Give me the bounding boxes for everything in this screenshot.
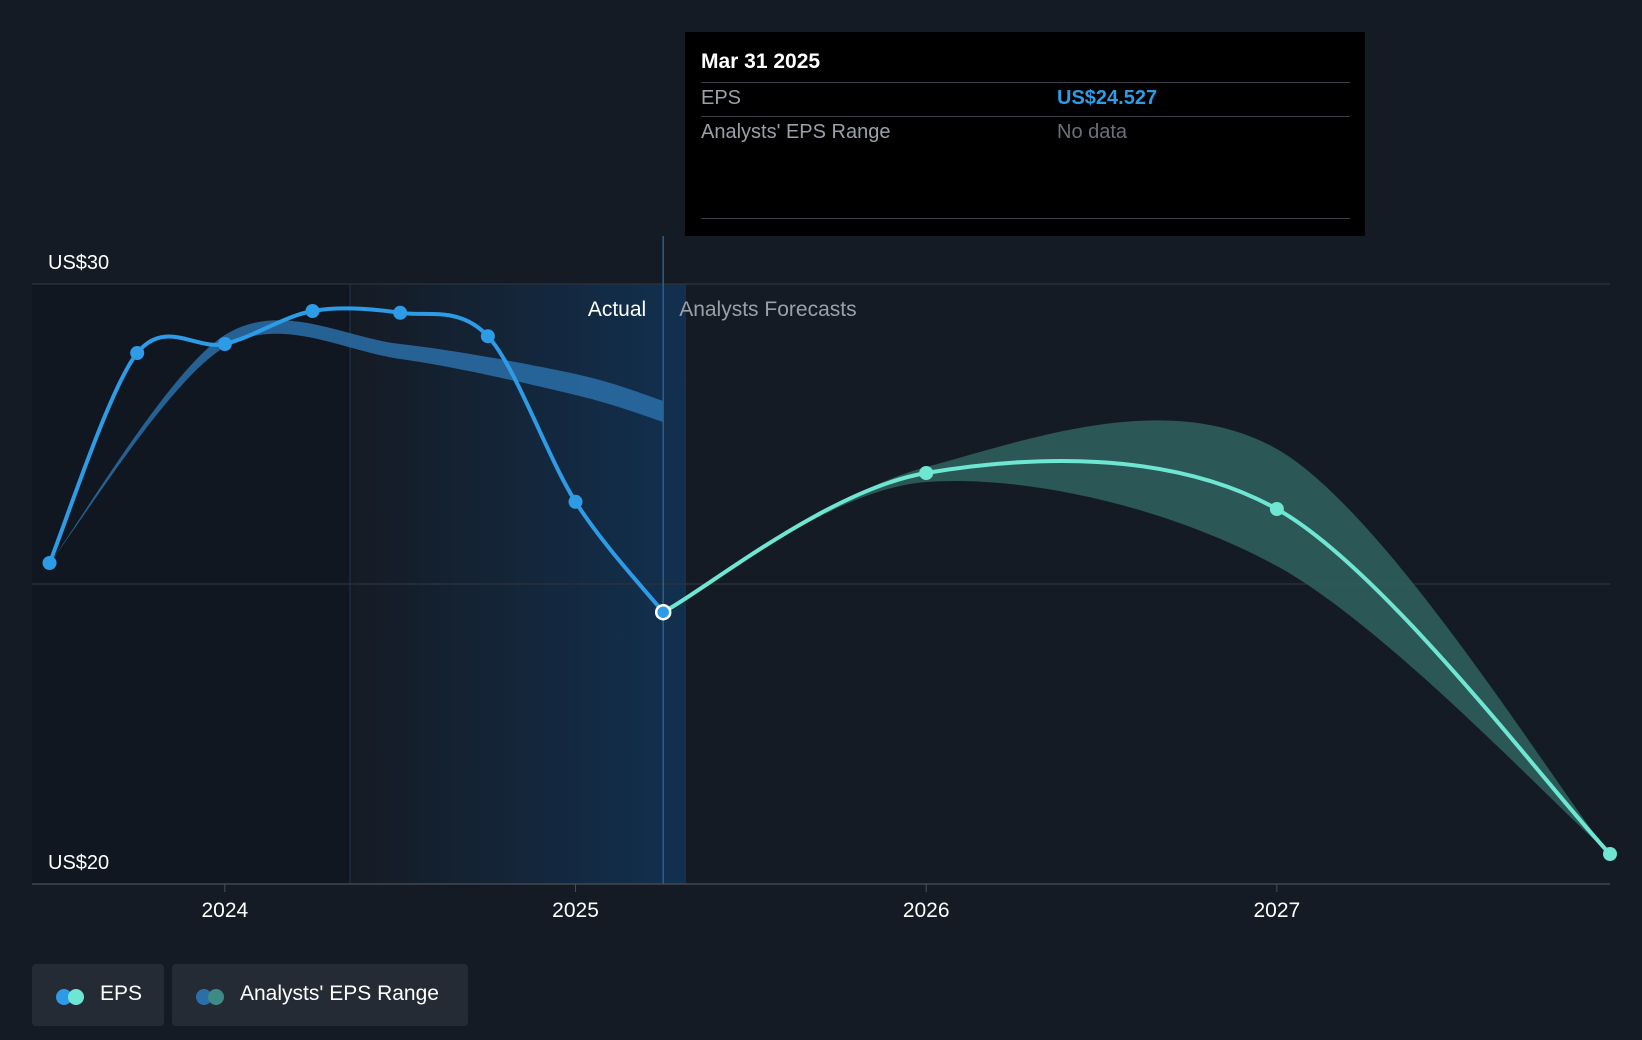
legend-range-button[interactable]: Analysts' EPS Range <box>172 964 468 1026</box>
y-axis-tick-label: US$20 <box>48 852 109 874</box>
range-forecast-dot-icon <box>208 989 224 1005</box>
eps-data-point <box>654 603 672 621</box>
eps-forecast-line <box>661 458 1612 856</box>
tooltip-range-label: Analysts' EPS Range <box>701 121 891 143</box>
eps-data-point <box>480 329 495 344</box>
tooltip-divider <box>701 116 1350 117</box>
eps-forecast-dot-icon <box>68 989 84 1005</box>
tooltip-eps-value: US$24.527 <box>1057 87 1158 109</box>
x-axis-tick-label: 2026 <box>903 899 950 922</box>
x-axis-tick-label: 2025 <box>552 899 599 922</box>
eps-data-point <box>130 346 145 360</box>
tooltip-range-value: No data <box>1057 121 1128 143</box>
tooltip-divider <box>701 218 1350 219</box>
eps-data-point <box>393 305 408 320</box>
eps-data-point <box>305 304 320 318</box>
eps-data-point <box>568 494 583 509</box>
legend-eps-button[interactable]: EPS <box>32 964 164 1026</box>
legend-range-label: Analysts' EPS Range <box>240 982 439 1005</box>
eps-data-point <box>919 466 934 480</box>
eps-data-point <box>1603 847 1617 861</box>
eps-data-point <box>1269 502 1284 516</box>
legend-eps-label: EPS <box>100 982 143 1005</box>
actual-section-label: Actual <box>588 298 646 321</box>
eps-data-point <box>42 556 57 570</box>
tooltip-date: Mar 31 2025 <box>701 50 821 73</box>
hover-tooltip: Mar 31 2025 EPS US$24.527 Analysts' EPS … <box>685 32 1365 236</box>
y-axis-tick-label: US$30 <box>48 252 109 274</box>
eps-data-point <box>217 337 232 351</box>
tooltip-eps-label: EPS <box>701 87 742 109</box>
analyst-range-band-forecast <box>663 420 1610 854</box>
x-axis-tick-label: 2024 <box>202 899 249 922</box>
tooltip-divider <box>701 82 1350 83</box>
x-axis-tick-label: 2027 <box>1254 899 1301 922</box>
forecast-section-label: Analysts Forecasts <box>679 298 856 321</box>
